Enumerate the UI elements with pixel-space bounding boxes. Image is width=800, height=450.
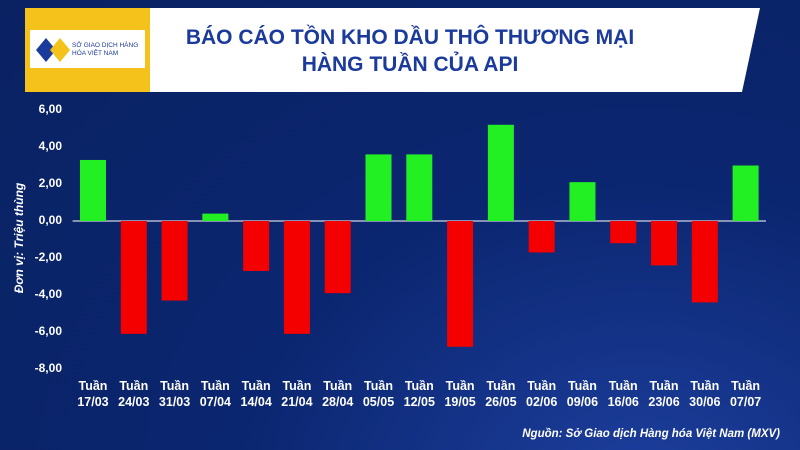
x-tick-label: Tuần 28/04: [322, 379, 354, 409]
source: Nguồn: Sở Giao dịch Hàng hóa Việt Nam (M…: [522, 428, 780, 440]
bar: [732, 165, 759, 221]
bar: [651, 221, 678, 266]
y-tick-label: 4,00: [39, 139, 63, 153]
chart-title: BÁO CÁO TỒN KHO DẦU THÔ THƯƠNG MẠI HÀNG …: [185, 26, 635, 76]
bar: [243, 221, 270, 271]
x-tick-label: Tuần 12/05: [403, 379, 435, 409]
x-tick-label: Tuần 30/06: [689, 379, 721, 409]
bar: [447, 221, 474, 347]
x-tick-label: Tuần 16/06: [607, 379, 639, 409]
x-tick-label: Tuần 21/04: [281, 379, 313, 409]
y-tick-label: 6,00: [39, 102, 63, 116]
x-tick-label: Tuần 07/04: [199, 379, 231, 409]
x-tick-label: Tuần 05/05: [362, 379, 395, 409]
logo-text: SỞ GIAO DỊCH HÀNG HÓA VIỆT NAM: [72, 42, 139, 57]
x-tick-label: Tuần 17/03: [77, 379, 109, 409]
y-tick-label: -8,00: [35, 361, 63, 375]
x-tick-label: Tuần 19/05: [444, 379, 476, 409]
x-tick-label: Tuần 14/04: [240, 379, 272, 409]
bar: [202, 213, 229, 221]
bar: [79, 159, 106, 221]
x-tick-label: Tuần 02/06: [526, 379, 558, 409]
bar: [324, 221, 351, 294]
bar: [283, 221, 310, 334]
x-tick-label: Tuần 24/03: [118, 379, 150, 409]
x-tick-label: Tuần 26/05: [485, 379, 517, 409]
bar: [161, 221, 188, 301]
bar: [406, 154, 433, 221]
y-tick-label: -4,00: [35, 287, 63, 301]
banner: [25, 8, 760, 92]
bar: [569, 182, 596, 221]
x-tick-label: Tuần 07/07: [729, 379, 762, 409]
x-tick-label: Tuần 23/06: [648, 379, 680, 409]
bar: [691, 221, 718, 303]
y-tick-label: 0,00: [39, 213, 63, 227]
y-tick-label: 2,00: [39, 176, 63, 190]
y-axis-label: Đơn vị: Triệu thùng: [12, 182, 26, 294]
bar: [487, 124, 514, 221]
bar: [528, 221, 555, 253]
y-tick-label: -6,00: [35, 324, 63, 338]
bar: [365, 154, 392, 221]
bar: [610, 221, 637, 244]
bar: [120, 221, 147, 334]
x-tick-label: Tuần 09/06: [566, 379, 599, 409]
y-tick-label: -2,00: [35, 250, 63, 264]
x-tick-label: Tuần 31/03: [158, 379, 191, 409]
logo-icon: [50, 38, 70, 62]
logo-icon: [36, 38, 56, 62]
